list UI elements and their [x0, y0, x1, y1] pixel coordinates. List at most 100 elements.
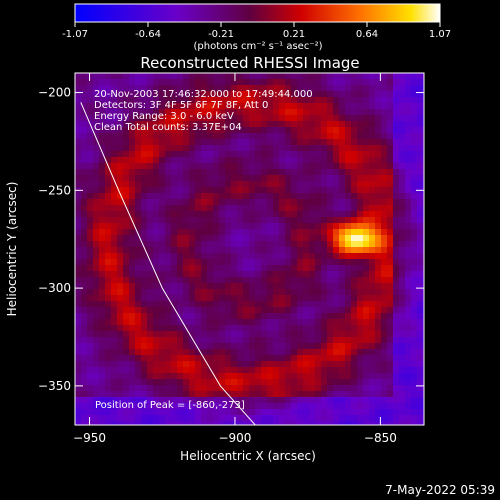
heatmap-cell — [237, 355, 244, 362]
heatmap-cell — [393, 73, 400, 80]
heatmap-cell — [171, 151, 178, 158]
heatmap-cell — [99, 415, 106, 422]
heatmap-cell — [153, 229, 160, 236]
heatmap-cell — [171, 373, 178, 380]
colorbar-tick-label: 0.64 — [356, 29, 378, 40]
heatmap-cell — [303, 229, 310, 236]
heatmap-cell — [309, 97, 316, 104]
heatmap-cell — [399, 373, 406, 380]
heatmap-cell — [393, 265, 400, 272]
heatmap-cell — [165, 337, 172, 344]
heatmap-cell — [183, 289, 190, 296]
heatmap-cell — [171, 241, 178, 248]
heatmap-cell — [327, 391, 334, 398]
heatmap-cell — [375, 325, 382, 332]
heatmap-cell — [303, 235, 310, 242]
heatmap-cell — [171, 283, 178, 290]
heatmap-cell — [189, 343, 196, 350]
heatmap-cell — [141, 361, 148, 368]
heatmap-cell — [411, 319, 418, 326]
heatmap-cell — [99, 307, 106, 314]
heatmap-cell — [261, 241, 268, 248]
heatmap-cell — [111, 157, 118, 164]
heatmap-cell — [417, 145, 424, 152]
heatmap-cell — [399, 241, 406, 248]
heatmap-cell — [207, 217, 214, 224]
heatmap-cell — [261, 235, 268, 242]
heatmap-cell — [201, 343, 208, 350]
heatmap-cell — [267, 253, 274, 260]
heatmap-cell — [123, 343, 130, 350]
heatmap-cell — [351, 157, 358, 164]
heatmap-cell — [213, 337, 220, 344]
heatmap-cell — [249, 85, 256, 92]
heatmap-cell — [309, 85, 316, 92]
heatmap-cell — [363, 421, 370, 425]
heatmap-cell — [201, 373, 208, 380]
heatmap-cell — [333, 91, 340, 98]
heatmap-cell — [303, 271, 310, 278]
heatmap-cell — [87, 211, 94, 218]
heatmap-cell — [159, 79, 166, 86]
heatmap-cell — [387, 373, 394, 380]
heatmap-cell — [321, 361, 328, 368]
heatmap-cell — [183, 73, 190, 80]
heatmap-cell — [291, 307, 298, 314]
heatmap-cell — [351, 97, 358, 104]
heatmap-cell — [291, 241, 298, 248]
heatmap-cell — [249, 397, 256, 404]
heatmap-cell — [117, 73, 124, 80]
heatmap-cell — [195, 367, 202, 374]
heatmap-cell — [309, 379, 316, 386]
heatmap-cell — [219, 355, 226, 362]
heatmap-cell — [315, 169, 322, 176]
heatmap-cell — [405, 277, 412, 284]
heatmap-cell — [411, 193, 418, 200]
heatmap-cell — [249, 235, 256, 242]
heatmap-cell — [75, 343, 82, 350]
heatmap-cell — [123, 163, 130, 170]
heatmap-cell — [339, 331, 346, 338]
heatmap-cell — [153, 289, 160, 296]
heatmap-cell — [111, 229, 118, 236]
heatmap-cell — [387, 301, 394, 308]
heatmap-cell — [363, 145, 370, 152]
heatmap-cell — [351, 397, 358, 404]
heatmap-cell — [405, 343, 412, 350]
heatmap-cell — [327, 79, 334, 86]
heatmap-cell — [393, 349, 400, 356]
heatmap-cell — [117, 97, 124, 104]
heatmap-cell — [135, 259, 142, 266]
heatmap-cell — [417, 277, 424, 284]
heatmap-cell — [165, 253, 172, 260]
heatmap-cell — [345, 145, 352, 152]
heatmap-cell — [93, 205, 100, 212]
heatmap-cell — [297, 421, 304, 425]
heatmap-cell — [189, 235, 196, 242]
heatmap-cell — [99, 409, 106, 416]
heatmap-cell — [387, 325, 394, 332]
heatmap-cell — [333, 103, 340, 110]
heatmap-cell — [339, 151, 346, 158]
heatmap-cell — [129, 349, 136, 356]
heatmap-cell — [111, 319, 118, 326]
heatmap-cell — [369, 295, 376, 302]
heatmap-cell — [111, 199, 118, 206]
heatmap-cell — [315, 277, 322, 284]
heatmap-cell — [141, 289, 148, 296]
heatmap-cell — [183, 301, 190, 308]
heatmap-cell — [117, 235, 124, 242]
heatmap-cell — [195, 325, 202, 332]
heatmap-cell — [159, 181, 166, 188]
heatmap-cell — [99, 379, 106, 386]
heatmap-cell — [105, 403, 112, 410]
heatmap-cell — [411, 391, 418, 398]
heatmap-cell — [327, 289, 334, 296]
heatmap-cell — [225, 259, 232, 266]
heatmap-cell — [243, 211, 250, 218]
heatmap-cell — [153, 115, 160, 122]
heatmap-cell — [411, 127, 418, 134]
heatmap-cell — [285, 133, 292, 140]
heatmap-cell — [183, 79, 190, 86]
heatmap-cell — [147, 325, 154, 332]
